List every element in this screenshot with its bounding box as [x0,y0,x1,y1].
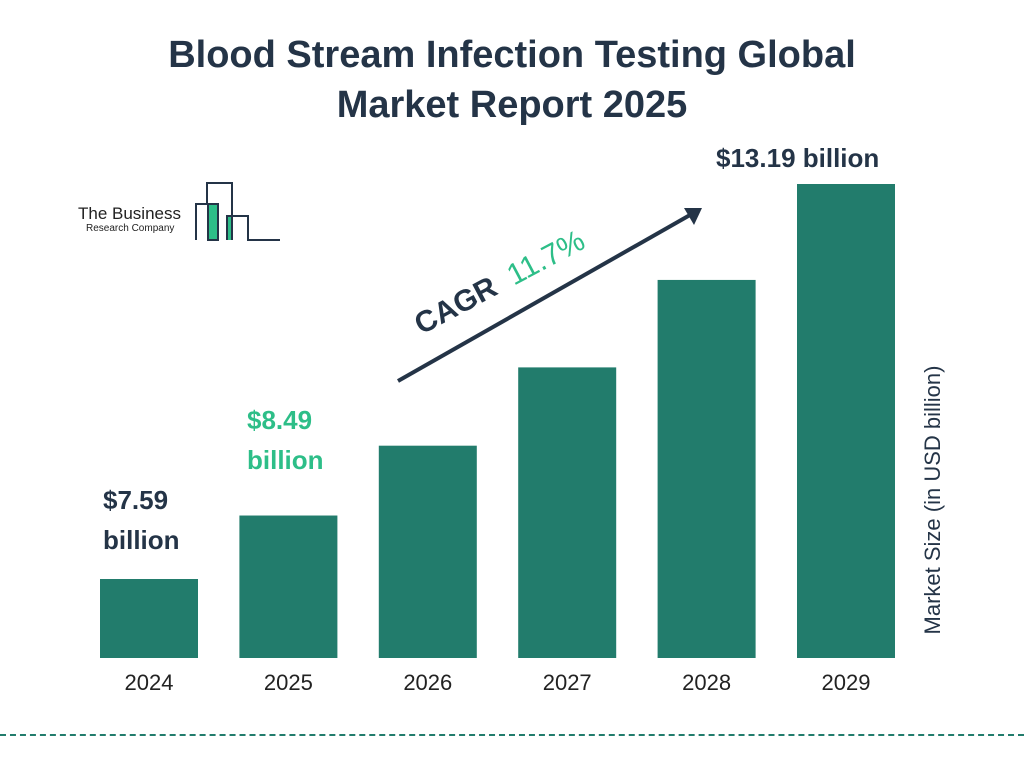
cagr-arrow [397,208,702,383]
bar-2029 [797,184,895,658]
bar-2025 [239,515,338,658]
bar-2026 [378,445,477,658]
x-tick-label: 2025 [264,670,313,695]
data-label-2025: $8.49 billion [247,405,324,475]
title-line-2: Market Report 2025 [336,84,688,126]
x-tick-label: 2024 [125,670,174,695]
title-line-1: Blood Stream Infection Testing Global [168,34,856,76]
logo-line-1: The Business [78,204,181,223]
bar-2028 [657,279,756,658]
x-tick-label: 2028 [682,670,731,695]
y-axis-label: Market Size (in USD billion) [920,365,945,635]
x-tick-label: 2026 [403,670,452,695]
company-logo: The Business Research Company [78,205,181,235]
divider-dashed [0,734,1024,736]
bar-2027 [518,367,617,658]
chart-title: Blood Stream Infection Testing Global Ma… [0,30,1024,130]
data-label-2024: $7.59 billion [103,485,180,555]
bar-2024 [100,579,198,658]
x-tick-label: 2027 [543,670,592,695]
x-tick-label: 2029 [822,670,871,695]
data-label-2029: $13.19 billion [716,143,880,173]
logo-line-2: Research Company [86,223,175,234]
logo-mark [195,182,280,241]
